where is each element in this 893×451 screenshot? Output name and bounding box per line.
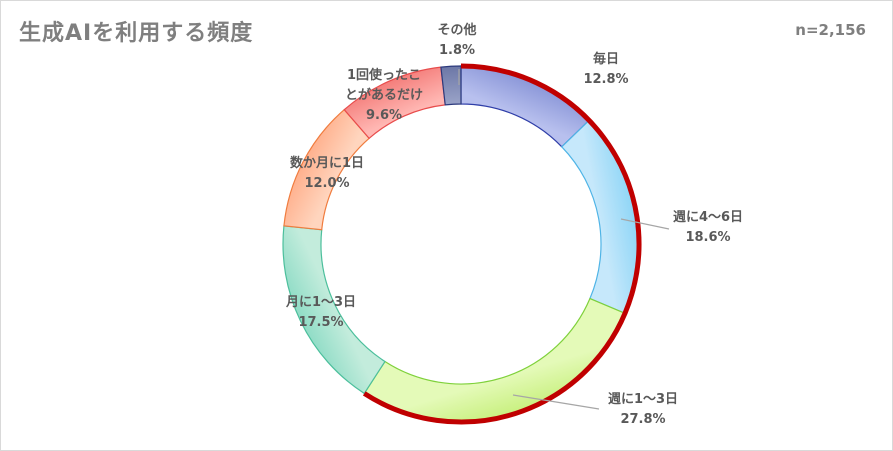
slice-weekly-1-3 — [363, 297, 626, 423]
category-label-every-few-months: 数か月に1日 — [290, 155, 364, 171]
leader-line-weekly-1-3 — [512, 394, 600, 410]
value-label-monthly-1-3: 17.5% — [298, 315, 343, 330]
category-label-monthly-1-3: 月に1～3日 — [285, 295, 356, 310]
value-label-used-once: 9.6% — [366, 108, 402, 123]
leader-line-weekly-4-6 — [620, 218, 670, 230]
highlight-arc — [362, 63, 642, 425]
chart-title: 生成AIを利用する頻度 — [19, 21, 254, 46]
slice-other — [440, 65, 462, 106]
category-label-weekly-1-3: 週に1～3日 — [608, 392, 678, 407]
category-label-other: その他 — [437, 22, 476, 38]
slice-weekly-4-6 — [560, 119, 640, 315]
value-label-every-few-months: 12.0% — [304, 176, 349, 191]
value-label-other: 1.8% — [439, 43, 475, 58]
value-label-weekly-4-6: 18.6% — [685, 230, 730, 245]
value-label-weekly-1-3: 27.8% — [620, 412, 665, 427]
category-label-weekly-4-6: 週に4～6日 — [673, 210, 743, 225]
category-label-used-once: とがあるだけ — [345, 87, 423, 103]
sample-size-label: n=2,156 — [795, 21, 866, 39]
category-label-used-once: 1回使ったこ — [347, 67, 421, 83]
value-label-daily: 12.8% — [583, 72, 628, 87]
category-label-daily: 毎日 — [593, 51, 619, 67]
